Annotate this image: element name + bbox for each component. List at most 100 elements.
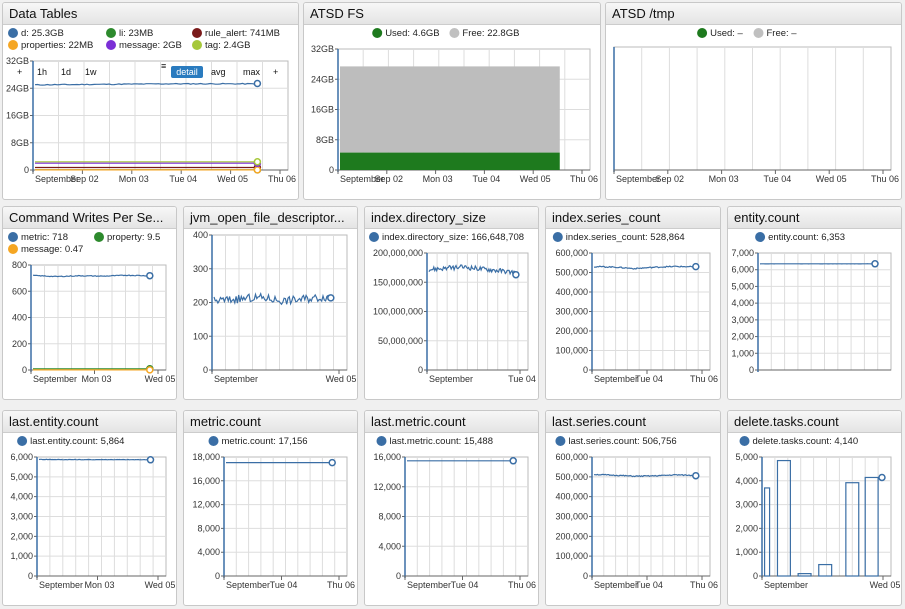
detail-button-label[interactable]: detail bbox=[176, 67, 198, 77]
legend-label[interactable]: message: 0.47 bbox=[21, 244, 83, 255]
y-tick-label: 150,000,000 bbox=[373, 277, 423, 287]
last-value-marker[interactable] bbox=[327, 294, 335, 302]
chart-svg: last.metric.count: 15,488 0 4,000 8,000 12,0… bbox=[373, 436, 536, 590]
y-tick-label: 4,000 bbox=[731, 298, 754, 308]
widget-entity-count: entity.count entity.count: 6,353 0 1,000 2,0… bbox=[727, 206, 902, 400]
x-tick-label: September bbox=[33, 374, 77, 384]
y-tick-label: 1,000 bbox=[735, 547, 758, 557]
legend-label[interactable]: li: 23MB bbox=[119, 28, 153, 39]
last-value-marker[interactable] bbox=[328, 458, 336, 467]
widget-title[interactable]: jvm_open_file_descriptor... bbox=[184, 207, 357, 229]
y-tick-label: 3,000 bbox=[10, 512, 33, 522]
legend-label[interactable]: Free: 22.8GB bbox=[462, 28, 519, 39]
widget-title[interactable]: last.metric.count bbox=[365, 411, 538, 433]
menu-icon[interactable]: ≡ bbox=[161, 61, 166, 71]
legend-swatch bbox=[94, 232, 104, 242]
widget-title[interactable]: index.series_count bbox=[546, 207, 720, 229]
series-line-d bbox=[34, 82, 258, 86]
legend-label[interactable]: last.series.count: 506,756 bbox=[568, 436, 676, 447]
legend-label[interactable]: index.series_count: 528,864 bbox=[566, 232, 685, 243]
last-value-marker[interactable] bbox=[146, 366, 154, 374]
last-value-marker[interactable] bbox=[146, 456, 155, 464]
x-tick-label: September bbox=[429, 374, 473, 384]
legend-label[interactable]: metric.count: 17,156 bbox=[222, 436, 308, 447]
widget-title[interactable]: last.series.count bbox=[546, 411, 720, 433]
y-tick-label: 200,000 bbox=[555, 531, 588, 541]
widget-title[interactable]: metric.count bbox=[184, 411, 357, 433]
x-tick-label: Tue 04 bbox=[635, 374, 663, 384]
last-value-marker[interactable] bbox=[253, 79, 262, 88]
legend-label[interactable]: Used: 4.6GB bbox=[385, 28, 439, 39]
zoom-in-icon[interactable]: + bbox=[17, 67, 22, 77]
widget-title[interactable]: entity.count bbox=[728, 207, 901, 229]
legend-label[interactable]: Free: – bbox=[767, 28, 798, 39]
legend-swatch bbox=[8, 28, 18, 38]
y-tick-label: 200,000,000 bbox=[373, 248, 423, 258]
legend-label[interactable]: delete.tasks.count: 4,140 bbox=[753, 436, 859, 447]
last-value-marker[interactable] bbox=[512, 270, 520, 279]
widget-jvm-open-file-descriptor: jvm_open_file_descriptor... 0 100 200 300 400… bbox=[183, 206, 358, 400]
widget-title[interactable]: Command Writes Per Se... bbox=[3, 207, 176, 229]
widget-title[interactable]: ATSD FS bbox=[304, 3, 600, 25]
last-value-marker[interactable] bbox=[253, 158, 262, 166]
legend-label[interactable]: last.metric.count: 15,488 bbox=[390, 436, 494, 447]
last-value-marker[interactable] bbox=[509, 457, 517, 465]
y-tick-label: 400 bbox=[12, 313, 27, 323]
widget-title[interactable]: Data Tables bbox=[3, 3, 298, 25]
legend-label[interactable]: Used: – bbox=[710, 28, 743, 39]
legend-swatch bbox=[192, 28, 202, 38]
widget-last-entity-count: last.entity.count last.entity.count: 5,86… bbox=[2, 410, 177, 606]
last-value-marker[interactable] bbox=[871, 260, 879, 268]
legend-label[interactable]: metric: 718 bbox=[21, 232, 68, 243]
bar bbox=[845, 482, 860, 577]
widget-title[interactable]: last.entity.count bbox=[3, 411, 176, 433]
legend-label[interactable]: message: 2GB bbox=[119, 40, 182, 51]
legend-label[interactable]: index.directory_size: 166,648,708 bbox=[382, 232, 524, 243]
widget-delete-tasks-count: delete.tasks.count delete.tasks.count: 4,… bbox=[727, 410, 902, 606]
y-tick-label: 8,000 bbox=[378, 512, 401, 522]
detail-button[interactable] bbox=[171, 66, 203, 78]
y-tick-label: 16,000 bbox=[192, 476, 220, 486]
x-tick-label: Wed 05 bbox=[520, 174, 551, 184]
widget-title[interactable]: index.directory_size bbox=[365, 207, 538, 229]
last-value-marker[interactable] bbox=[146, 271, 154, 280]
y-tick-label: 5,000 bbox=[10, 472, 33, 482]
last-value-marker[interactable] bbox=[878, 473, 886, 482]
avg-button[interactable]: avg bbox=[211, 67, 226, 77]
legend-label[interactable]: properties: 22MB bbox=[21, 40, 93, 51]
range-1w-button[interactable]: 1w bbox=[85, 67, 97, 77]
legend-label[interactable]: last.entity.count: 5,864 bbox=[30, 436, 124, 447]
widget-title[interactable]: delete.tasks.count bbox=[728, 411, 901, 433]
legend-swatch bbox=[755, 232, 766, 242]
legend-label[interactable]: rule_alert: 741MB bbox=[205, 28, 280, 39]
y-tick-label: 0 bbox=[583, 365, 588, 375]
x-tick-label: September bbox=[214, 374, 258, 384]
x-tick-label: Thu 06 bbox=[690, 374, 718, 384]
max-button[interactable]: max bbox=[243, 67, 261, 77]
widget-last-metric-count: last.metric.count last.metric.count: 15,4… bbox=[364, 410, 539, 606]
y-tick-label: 300,000 bbox=[555, 307, 588, 317]
widget-atsd-tmp: ATSD /tmp Used: – Free: – September Sep 02 Mo… bbox=[605, 2, 902, 200]
legend-label[interactable]: tag: 2.4GB bbox=[205, 40, 250, 51]
y-tick-label: 0 bbox=[753, 571, 758, 581]
y-tick-label: 0 bbox=[329, 165, 334, 175]
x-tick-label: Wed 05 bbox=[217, 174, 248, 184]
widget-data-tables: Data Tables d: 25.3GB li: 23MB rule_alert: … bbox=[2, 2, 299, 200]
legend-label[interactable]: d: 25.3GB bbox=[21, 28, 64, 39]
zoom-in-icon[interactable]: + bbox=[273, 67, 278, 77]
y-tick-label: 400,000 bbox=[555, 492, 588, 502]
x-tick-label: Thu 06 bbox=[871, 174, 899, 184]
legend-label[interactable]: property: 9.5 bbox=[107, 232, 160, 243]
x-tick-label: September bbox=[39, 580, 83, 590]
range-1d-button[interactable]: 1d bbox=[61, 67, 71, 77]
y-tick-label: 4,000 bbox=[378, 541, 401, 551]
y-tick-label: 0 bbox=[418, 365, 423, 375]
bar bbox=[763, 487, 771, 577]
legend-label[interactable]: entity.count: 6,353 bbox=[768, 232, 845, 243]
last-value-marker[interactable] bbox=[253, 166, 262, 174]
y-tick-label: 18,000 bbox=[192, 452, 220, 462]
widget-title[interactable]: ATSD /tmp bbox=[606, 3, 901, 25]
last-value-marker[interactable] bbox=[692, 471, 700, 480]
range-1h-button[interactable]: 1h bbox=[37, 67, 47, 77]
last-value-marker[interactable] bbox=[692, 262, 700, 271]
